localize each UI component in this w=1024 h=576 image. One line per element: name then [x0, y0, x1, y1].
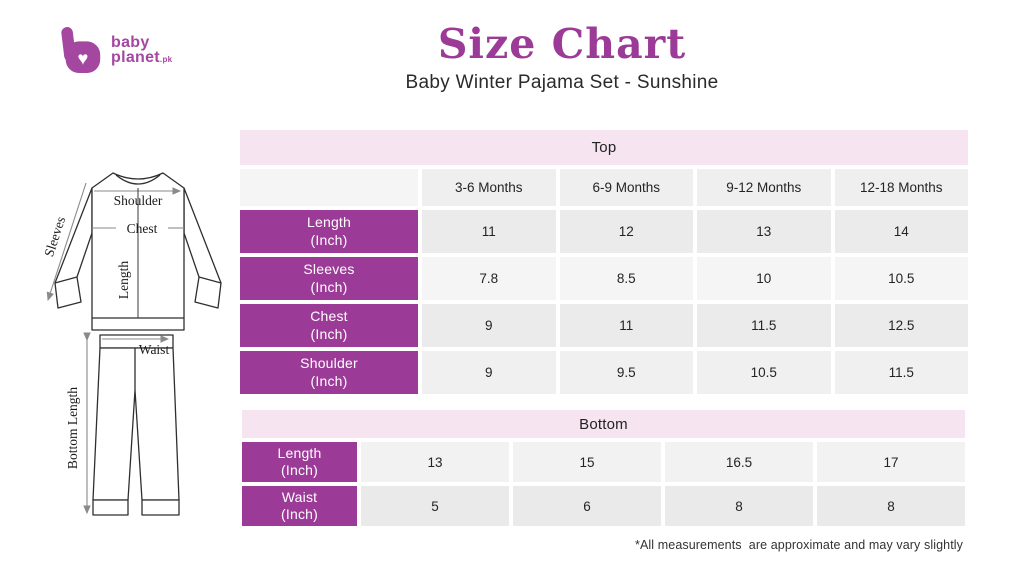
brand-wordmark: baby planet.pk [111, 33, 173, 66]
table-cell: 10.5 [697, 351, 831, 394]
column-header: 6-9 Months [559, 169, 693, 206]
row-header-length: Length (Inch) [240, 210, 418, 253]
row-header-sleeves: Sleeves (Inch) [240, 257, 418, 300]
pants-outline [92, 334, 180, 516]
shoulder-label: Shoulder [114, 193, 163, 208]
disclaimer-note: *All measurements are approximate and ma… [635, 538, 963, 552]
table-cell: 15 [513, 442, 661, 482]
brand-tld: .pk [159, 55, 173, 64]
corner-cell [240, 169, 418, 206]
table-cell: 13 [361, 442, 509, 482]
column-header: 3-6 Months [422, 169, 556, 206]
page-header: Size Chart Baby Winter Pajama Set - Suns… [162, 20, 962, 94]
bottom-table-grid: Length (Inch) 13 15 16.5 17 Waist (Inch) 5… [242, 442, 965, 526]
baby-planet-logo-icon: ♥ [61, 27, 101, 74]
row-header-length: Length (Inch) [242, 442, 357, 482]
top-table-title: Top [240, 130, 968, 165]
table-cell: 9 [422, 351, 556, 394]
table-cell: 14 [834, 210, 968, 253]
column-header: 12-18 Months [834, 169, 968, 206]
table-cell: 17 [817, 442, 965, 482]
top-table-grid: 3-6 Months 6-9 Months 9-12 Months 12-18 … [240, 169, 968, 394]
top-size-table: Top 3-6 Months 6-9 Months 9-12 Months 12… [240, 130, 968, 394]
table-cell: 10 [697, 257, 831, 300]
chest-label: Chest [127, 221, 158, 236]
measurement-arrows [46, 182, 184, 515]
table-cell: 13 [697, 210, 831, 253]
waist-label: Waist [139, 342, 170, 357]
table-cell: 6 [513, 486, 661, 526]
pajama-measurement-diagram: Shoulder Chest Length Sleeves Waist Bott… [41, 172, 222, 516]
table-cell: 11.5 [697, 304, 831, 347]
bottom-size-table: Bottom Length (Inch) 13 15 16.5 17 Waist(… [242, 410, 965, 526]
row-header-waist: Waist (Inch) [242, 486, 357, 526]
table-cell: 11 [422, 210, 556, 253]
product-subtitle: Baby Winter Pajama Set - Sunshine [405, 72, 719, 94]
table-cell: 8 [665, 486, 813, 526]
column-header: 9-12 Months [697, 169, 831, 206]
brand-word-planet: planet.pk [111, 49, 173, 66]
table-cell: 10.5 [834, 257, 968, 300]
table-cell: 9.5 [559, 351, 693, 394]
table-cell: 9 [422, 304, 556, 347]
table-cell: 5 [361, 486, 509, 526]
brand-word-baby: baby [111, 33, 150, 51]
bottom-length-label: Bottom Length [65, 387, 80, 469]
row-header-shoulder: Shoulder (Inch) [240, 351, 418, 394]
logo-heart-icon: ♥ [78, 47, 89, 68]
table-cell: 12.5 [834, 304, 968, 347]
table-cell: 11 [559, 304, 693, 347]
row-header-chest: Chest (Inch) [240, 304, 418, 347]
table-cell: 8 [817, 486, 965, 526]
table-cell: 7.8 [422, 257, 556, 300]
table-cell: 11.5 [834, 351, 968, 394]
length-label: Length [116, 261, 131, 299]
table-cell: 16.5 [665, 442, 813, 482]
brand-logo: ♥ baby planet.pk [58, 26, 172, 74]
table-cell: 12 [559, 210, 693, 253]
table-cell: 8.5 [559, 257, 693, 300]
bottom-table-title: Bottom [242, 410, 965, 438]
page-title: Size Chart [437, 20, 687, 68]
